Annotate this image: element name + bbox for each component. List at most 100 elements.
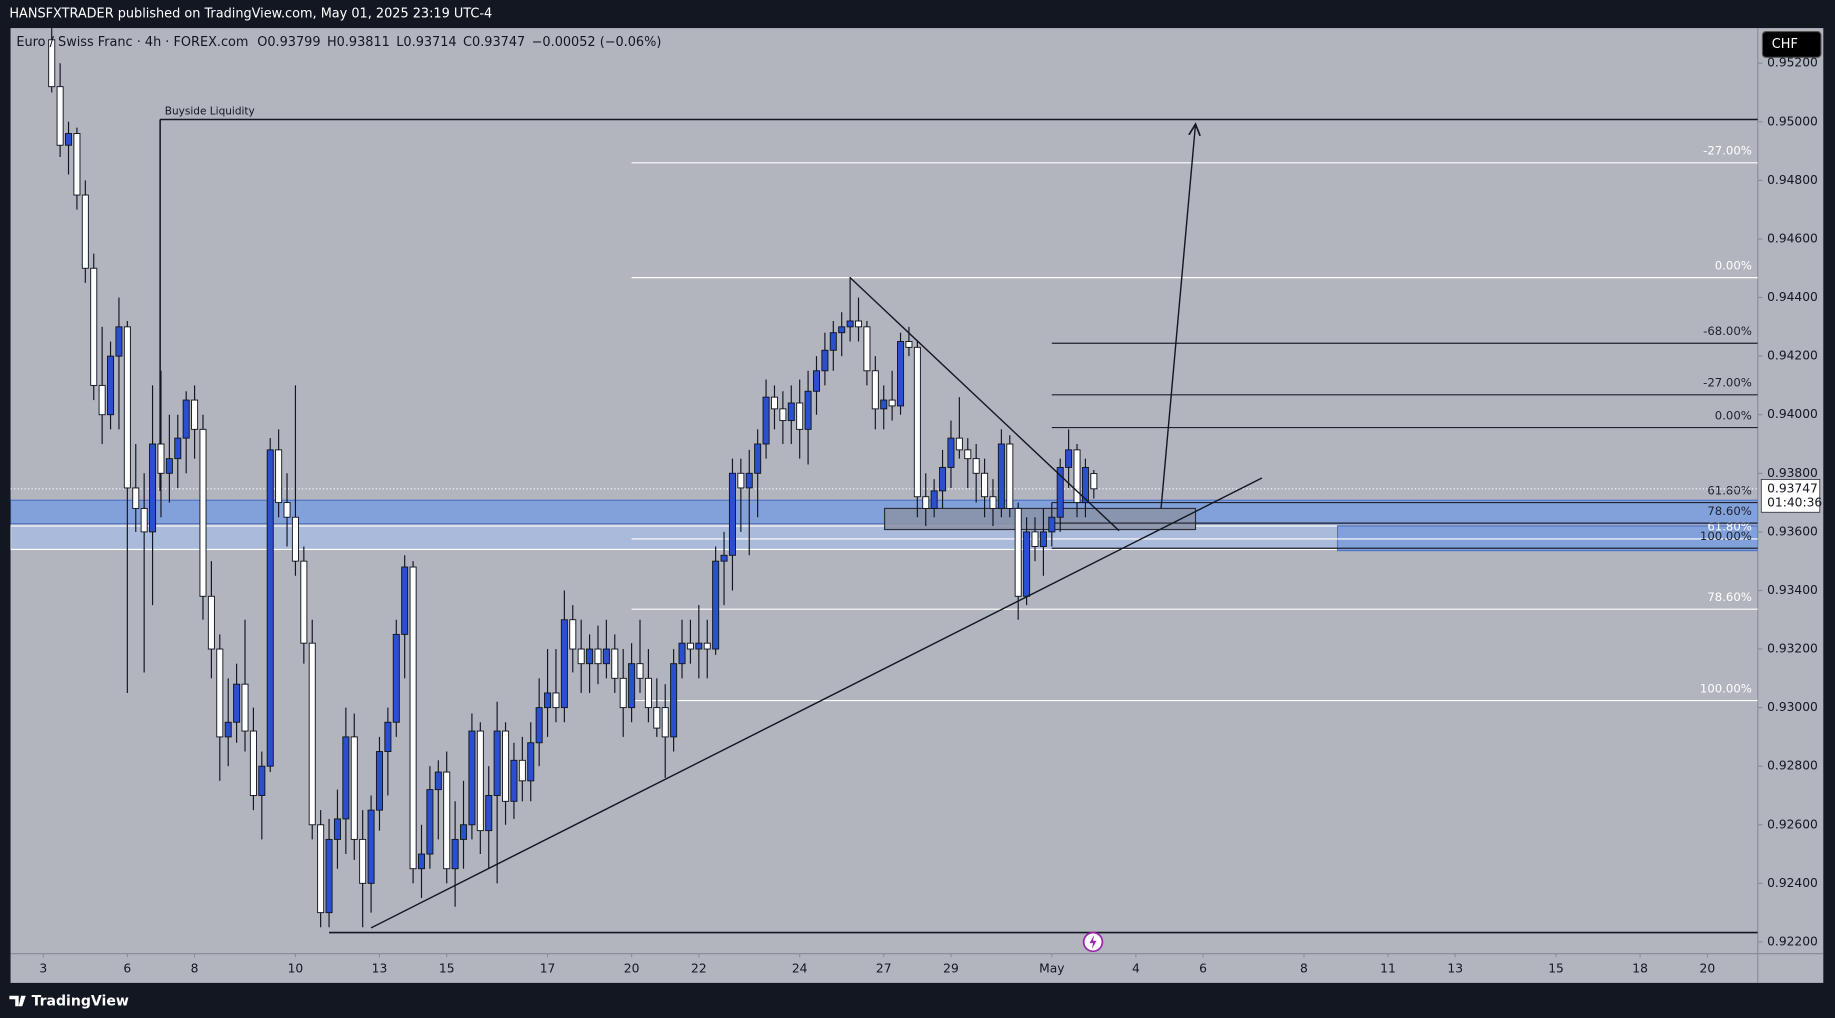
alert-icon[interactable] — [1082, 931, 1104, 953]
candle-body — [981, 472, 989, 498]
candle-body — [291, 516, 299, 562]
candle-body — [955, 437, 963, 451]
x-tick-label: 3 — [39, 961, 47, 975]
candle-body — [308, 642, 316, 826]
fib-label: 100.00% — [1700, 529, 1752, 543]
candle-body — [1090, 473, 1098, 490]
y-tick-label: 0.94000 — [1767, 407, 1818, 421]
zone — [883, 507, 1197, 531]
candle-body — [1073, 449, 1081, 504]
high-value: H0.93811 — [327, 35, 390, 50]
y-tick-label: 0.92400 — [1767, 876, 1818, 890]
x-tick-label: 17 — [540, 961, 556, 975]
candle-body — [258, 765, 266, 796]
candle-body — [359, 838, 367, 884]
candle-body — [165, 458, 173, 474]
candle-body — [451, 838, 459, 870]
candle-body — [375, 751, 383, 811]
candle-body — [535, 707, 543, 744]
candle-body — [518, 759, 526, 782]
candle-body — [661, 707, 669, 738]
candle-body — [972, 458, 980, 474]
candle-body — [149, 443, 157, 533]
y-tick-label: 0.93600 — [1767, 524, 1818, 538]
trendline — [849, 277, 1120, 532]
candle-body — [510, 759, 518, 802]
candle-body — [325, 838, 333, 914]
candle-body — [787, 402, 795, 422]
candle-body — [1065, 449, 1073, 468]
candle-body — [333, 818, 341, 840]
y-tick-label: 0.94800 — [1767, 173, 1818, 187]
candle-body — [552, 692, 560, 709]
candle-body — [560, 619, 568, 709]
candle-body — [611, 648, 619, 679]
candle-body — [140, 507, 148, 533]
candle-body — [939, 466, 947, 492]
candle-body — [653, 707, 661, 729]
candle-body — [132, 487, 140, 509]
plot: -27.00% 0.00% 61.80% 78.60% 100.00% -68.00% -2… — [10, 28, 1758, 934]
x-tick-label: 22 — [691, 961, 707, 975]
published-line: HANSFXTRADER published on TradingView.co… — [9, 7, 492, 22]
candle-body — [1081, 466, 1089, 504]
candle-body — [107, 355, 115, 416]
candle-body — [249, 730, 257, 796]
symbol-name: Euro / Swiss Franc · 4h · FOREX.com — [16, 35, 248, 50]
candle-body — [728, 472, 736, 556]
candle-body — [460, 824, 468, 840]
candle-body — [401, 566, 409, 635]
candle-body — [636, 663, 644, 679]
candle-body — [417, 853, 426, 870]
candle-body — [964, 449, 972, 460]
y-tick-label: 0.92800 — [1767, 759, 1818, 773]
candle-body — [367, 809, 375, 884]
x-tick-label: 27 — [876, 961, 892, 975]
x-tick-label: May — [1039, 961, 1064, 975]
x-tick-label: 8 — [1300, 961, 1308, 975]
candle-body — [745, 472, 753, 489]
y-tick-label: 0.94400 — [1767, 290, 1818, 304]
candle-body — [468, 730, 476, 826]
candle-body — [754, 443, 762, 474]
candle-body — [81, 194, 89, 269]
fib-label: -27.00% — [1703, 144, 1752, 158]
candle-body — [1006, 443, 1014, 509]
candle-body — [493, 730, 501, 796]
currency-button[interactable] — [1761, 31, 1822, 58]
candle-body — [569, 619, 577, 650]
x-tick-label: 6 — [1199, 961, 1207, 975]
candle-body — [838, 326, 846, 334]
candle-body — [1039, 531, 1047, 547]
candle-body — [989, 496, 997, 509]
level-label: Buyside Liquidity — [165, 105, 255, 117]
candle-body — [720, 554, 728, 562]
candle-body — [216, 648, 224, 738]
y-tick-label: 0.95200 — [1767, 56, 1818, 70]
zone — [1336, 525, 1758, 552]
candle-body — [342, 736, 350, 820]
candle-body — [443, 771, 451, 870]
y-tick-label: 0.94600 — [1767, 231, 1818, 245]
y-tick-label: 0.93400 — [1767, 583, 1818, 597]
candle-body — [434, 771, 442, 791]
candle-body — [48, 39, 56, 88]
x-tick-label: 15 — [1548, 961, 1564, 975]
candle-body — [544, 692, 552, 709]
candle-body — [191, 399, 199, 430]
x-tick-label: 13 — [1447, 961, 1463, 975]
x-tick-label: 10 — [288, 961, 304, 975]
candle-body — [485, 795, 493, 832]
candle-body — [913, 346, 921, 498]
candle-body — [98, 384, 106, 416]
candle-body — [123, 326, 131, 489]
candle-body — [586, 648, 594, 665]
candle-body — [804, 390, 812, 430]
candle-body — [384, 721, 392, 753]
brand-logo — [9, 995, 26, 1007]
x-tick-label: 8 — [191, 961, 199, 975]
candle-body — [712, 560, 720, 650]
candle-body — [779, 408, 787, 422]
